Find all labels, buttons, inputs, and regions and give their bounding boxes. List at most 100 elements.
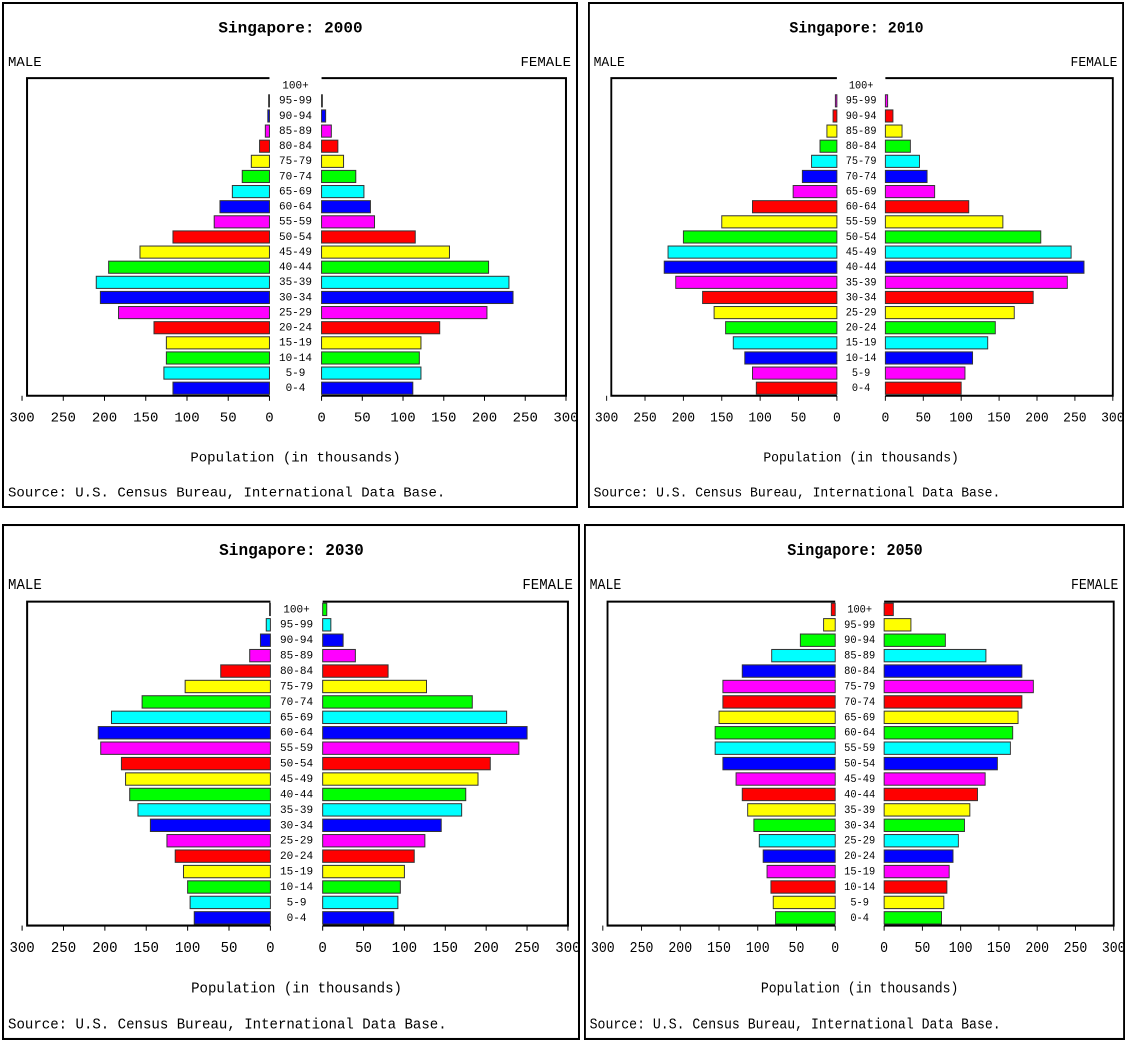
age-label: 85-89 [280,651,313,663]
x-tick-label: 100 [174,411,199,427]
pyramid-chart: Singapore: 2030 MALE FEMALE 0-4 5-9 10-14 15-1… [2,524,580,1040]
age-label: 75-79 [844,681,875,693]
x-axis-label: Population (in thousands) [190,451,400,467]
male-bar [220,664,271,678]
x-tick-label: 100 [175,941,200,957]
female-bar [322,664,389,678]
female-bar [883,679,1034,694]
male-bar [268,94,270,108]
female-bar [883,756,998,771]
male-bar [832,109,838,123]
x-tick-label: 150 [987,941,1011,957]
male-bar [663,260,838,274]
female-bar [883,602,894,617]
age-label: 35-39 [280,805,313,817]
male-bar [771,648,836,663]
male-bar [755,381,838,395]
female-bar [322,880,401,894]
female-bar [321,245,450,259]
male-bar [193,911,271,925]
x-tick-label: 200 [92,411,117,427]
age-label: 90-94 [844,635,875,647]
female-bar [321,260,490,274]
age-label: 20-24 [280,851,313,863]
x-axis-label: Population (in thousands) [763,451,959,467]
female-bar [884,169,928,184]
male-bar [129,787,271,802]
female-bar [321,124,332,138]
age-label: 80-84 [279,141,312,153]
age-label: 75-79 [846,156,877,168]
x-tick-label: 0 [266,941,274,957]
male-bar [165,351,270,365]
male-bar [682,230,838,244]
male-bar [219,200,270,214]
female-bar [322,726,528,740]
age-label: 20-24 [279,323,312,335]
male-bar [770,880,836,894]
female-bar [322,756,491,771]
female-bar [883,864,950,879]
age-label: 40-44 [279,262,312,274]
female-bar [322,618,332,632]
age-label: 5-9 [287,897,307,909]
female-bar [883,787,978,802]
female-bar [883,880,948,894]
male-bar [819,139,838,153]
age-label: 70-74 [844,697,875,709]
age-label: 45-49 [844,774,875,786]
male-bar [741,664,836,678]
male-bar [801,169,838,184]
female-bar [883,772,986,786]
male-frame [26,600,271,927]
female-bar [883,695,1023,709]
female-bar [884,215,1004,229]
age-label: 0-4 [287,913,307,925]
female-bar [321,139,339,153]
male-bar [735,772,836,786]
female-bar [321,321,441,335]
female-bar [884,381,962,395]
male-bar [732,336,838,350]
x-tick-label: 200 [668,941,692,957]
female-bar [322,648,356,663]
x-tick-label: 50 [791,411,807,427]
male-bar [264,124,270,138]
male-bar [184,679,271,694]
female-bar [884,109,894,123]
x-tick-label: 150 [134,941,159,957]
male-bar [241,169,270,184]
female-bar [321,306,488,320]
male-bar [772,895,836,910]
legend-male: MALE [594,55,625,71]
age-label: 70-74 [279,171,312,183]
male-bar [95,275,270,289]
male-bar [811,154,838,168]
male-bar [766,864,836,879]
female-bar [322,864,405,879]
x-tick-label: 300 [9,941,34,957]
age-label: 0-4 [852,383,870,395]
female-bar [883,726,1014,740]
age-label: 50-54 [280,759,313,771]
male-bar [153,321,270,335]
x-tick-label: 0 [880,941,888,957]
male-bar [752,200,838,214]
male-bar [762,849,836,863]
x-tick-label: 100 [949,941,973,957]
male-bar [741,787,836,802]
male-bar [721,215,838,229]
female-bar [884,245,1072,259]
male-bar [149,818,271,832]
panel-border [2,2,578,508]
x-tick-label: 300 [555,941,580,957]
x-tick-label: 250 [630,941,654,957]
female-bar [883,633,946,647]
female-bar [322,710,508,725]
x-tick-label: 100 [748,411,771,427]
female-bar [322,602,328,617]
age-label: 15-19 [846,337,877,349]
age-label: 95-99 [279,96,312,108]
age-label: 30-34 [280,820,313,832]
female-bar [321,215,376,229]
